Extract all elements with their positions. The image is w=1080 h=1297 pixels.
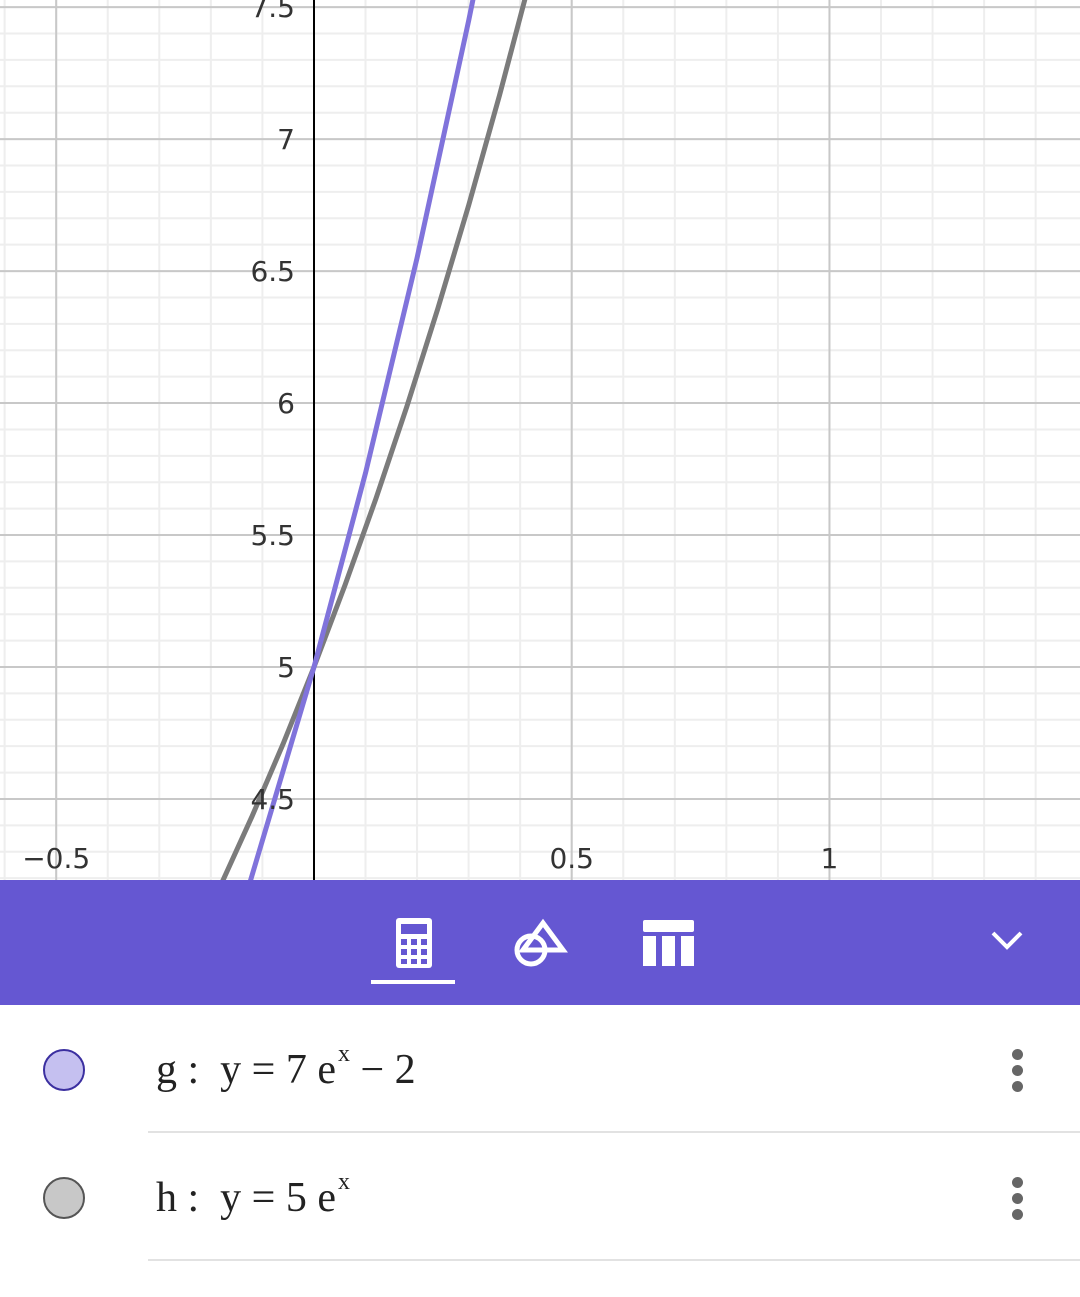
curve-g [248,0,476,880]
y-tick-label: 5.5 [250,519,295,552]
row-separator [148,1131,1080,1133]
exponent: x [338,1169,350,1195]
algebra-tab[interactable] [371,918,455,984]
separator: : [187,1175,200,1221]
curve-h [220,0,528,880]
expression-body: y = 5 e [220,1175,336,1221]
x-tick-label: 1 [821,842,839,875]
menu-button[interactable] [1012,1177,1024,1225]
row-separator [148,1259,1080,1261]
x-tick-label: −0.5 [22,842,90,875]
y-tick-label: 6 [277,387,295,420]
collapse-button[interactable] [991,931,1023,950]
visibility-toggle[interactable] [43,1177,85,1219]
visibility-toggle[interactable] [43,1049,85,1091]
separator: : [187,1047,200,1093]
expression: h : y = 5 ex [156,1169,350,1222]
toolbar [0,880,1080,1005]
exponent: x [338,1041,350,1067]
y-tick-label: 7.5 [250,0,295,24]
y-tick-label: 4.5 [250,783,295,816]
y-tick-label: 6.5 [250,255,295,288]
y-tick-label: 7 [277,123,295,156]
menu-button[interactable] [1012,1049,1024,1097]
algebra-row[interactable]: h : y = 5 ex [0,1133,1080,1261]
graph-view[interactable]: −0.5 0.5 1 4.5 5 5.5 6 6.5 7 7.5 [0,0,1080,880]
expression: g : y = 7 ex − 2 [156,1041,416,1094]
toolbar-icons [371,918,1023,984]
y-tick-label: 5 [277,651,295,684]
minor-grid [0,0,1080,880]
x-tick-label: 0.5 [549,842,594,875]
major-grid [0,0,1080,880]
expression-tail: − 2 [360,1047,416,1093]
algebra-row[interactable]: g : y = 7 ex − 2 [0,1005,1080,1133]
expression-body: y = 7 e [220,1047,336,1093]
object-name: g [156,1047,177,1093]
tick-labels: −0.5 0.5 1 4.5 5 5.5 6 6.5 7 7.5 [22,0,838,875]
table-tab[interactable] [643,920,694,966]
tools-tab[interactable] [514,918,568,967]
object-name: h [156,1175,177,1221]
